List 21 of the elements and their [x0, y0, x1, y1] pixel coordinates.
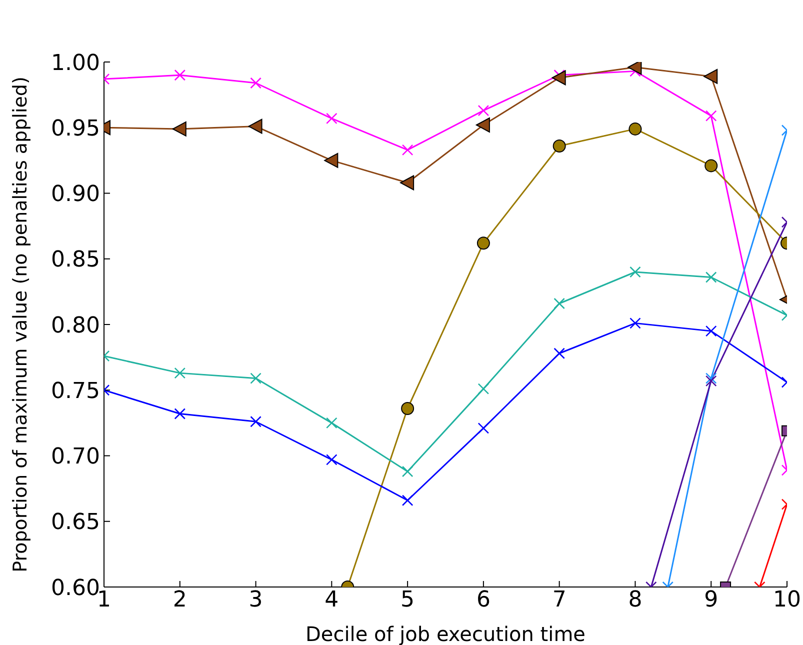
- x-tick-label: 6: [476, 588, 490, 613]
- x-tick-label: 7: [552, 588, 566, 613]
- y-axis-title: Proportion of maximum value (no penalties applied): [10, 76, 32, 572]
- y-tick-label: 0.75: [51, 378, 100, 404]
- x-tick-label: 4: [324, 588, 339, 613]
- y-tick-label: 0.95: [51, 116, 100, 142]
- x-tick-label: 3: [248, 588, 263, 613]
- x-tick-label: 8: [628, 588, 642, 613]
- x-tick-label: 9: [704, 588, 718, 613]
- y-tick-label: 0.65: [51, 510, 100, 536]
- y-tick-label: 0.60: [51, 576, 100, 601]
- x-tick-label: 5: [400, 588, 415, 613]
- x-tick-label: 10: [773, 588, 801, 613]
- y-tick-label: 0.85: [51, 248, 100, 273]
- y-tick-label: 0.70: [51, 444, 100, 470]
- x-tick-label: 2: [172, 588, 187, 613]
- x-axis-title: Decile of job execution time: [306, 622, 586, 645]
- y-tick-label: 0.80: [51, 313, 100, 338]
- y-tick-label: 0.90: [51, 182, 100, 208]
- y-tick-label: 1.00: [51, 50, 100, 76]
- x-tick-label: 1: [97, 588, 111, 613]
